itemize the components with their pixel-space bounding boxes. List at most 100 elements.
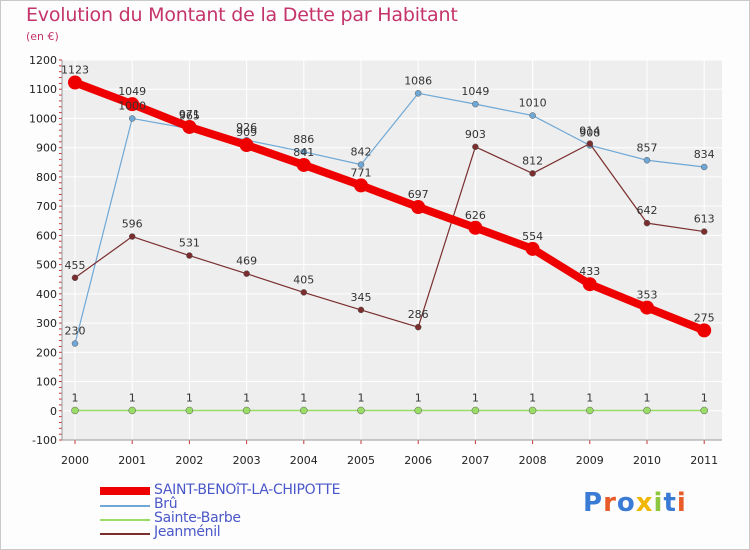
data-label: 771 [351, 166, 372, 179]
data-label: 1 [129, 391, 136, 404]
logo-letter: i [653, 488, 664, 518]
data-point [296, 157, 311, 172]
logo-letter: r [603, 488, 617, 518]
data-point [71, 406, 79, 415]
data-point [468, 220, 483, 235]
y-tick-label: 700 [36, 200, 57, 213]
data-point [697, 323, 712, 338]
data-label: 230 [65, 325, 86, 338]
x-tick-label: 2011 [690, 454, 718, 467]
data-label: 1 [358, 391, 365, 404]
data-point [643, 406, 651, 415]
y-tick-label: 300 [36, 317, 57, 330]
y-tick-label: 500 [36, 259, 57, 272]
data-label: 842 [351, 146, 372, 159]
x-tick-label: 2008 [519, 454, 547, 467]
data-point [186, 252, 193, 259]
data-label: 1049 [118, 85, 146, 98]
x-tick-label: 2006 [404, 454, 432, 467]
data-label: 1086 [404, 74, 432, 87]
series-line-0 [71, 78, 709, 335]
data-point [239, 138, 254, 153]
data-label: 596 [122, 218, 143, 231]
x-tick-label: 2002 [175, 454, 203, 467]
x-tick-label: 2001 [118, 454, 146, 467]
data-point [700, 228, 708, 235]
data-point [414, 323, 422, 331]
data-label: 903 [465, 128, 486, 141]
data-label: 1 [472, 391, 479, 404]
data-label: 613 [694, 213, 715, 226]
data-point [414, 90, 422, 97]
data-label: 886 [293, 133, 314, 146]
data-label: 914 [579, 125, 600, 138]
y-tick-label: 800 [36, 171, 57, 184]
data-point [71, 274, 79, 282]
data-point [128, 406, 136, 415]
data-label: 965 [179, 110, 200, 123]
x-tick-label: 2009 [576, 454, 604, 467]
data-point [182, 119, 197, 134]
data-point [68, 75, 82, 90]
y-tick-label: 200 [36, 346, 57, 359]
data-point [354, 178, 368, 193]
data-point [700, 163, 708, 171]
y-tick-label: 100 [36, 376, 57, 389]
data-label: 971 [179, 108, 200, 121]
data-label: 405 [293, 273, 314, 286]
y-tick-label: 0 [50, 405, 57, 418]
y-tick-label: 600 [36, 229, 57, 242]
y-tick-label: 1000 [29, 112, 57, 125]
logo-letter: P [583, 488, 604, 518]
data-label: 1 [644, 391, 651, 404]
data-point [185, 406, 194, 415]
series-line-3 [74, 143, 705, 328]
legend-label: SAINT-BENOîT-LA-CHIPOTTE [154, 482, 341, 498]
data-label: 926 [236, 121, 257, 134]
data-point [414, 406, 422, 415]
data-point [640, 300, 654, 315]
legend-swatch [100, 505, 150, 507]
data-point [242, 406, 251, 415]
data-point [529, 112, 536, 119]
data-point [528, 406, 537, 415]
data-point [128, 233, 136, 240]
data-label: 812 [522, 154, 543, 167]
data-label: 1 [243, 391, 250, 404]
data-point [300, 406, 308, 415]
data-label: 469 [236, 255, 257, 268]
data-point [586, 406, 594, 415]
data-label: 275 [694, 311, 715, 324]
logo-letter: i [676, 488, 687, 518]
chart-title: Evolution du Montant de la Dette par Hab… [26, 4, 458, 26]
data-point [357, 406, 365, 415]
line-chart: -100010020030040050060070080090010001100… [29, 54, 722, 467]
legend-label: Jeanménil [154, 524, 221, 540]
data-label: 857 [637, 141, 658, 154]
x-tick-label: 2007 [461, 454, 489, 467]
data-label: 1049 [461, 85, 489, 98]
data-label: 1 [72, 391, 79, 404]
data-point [128, 115, 136, 122]
x-tick-label: 2003 [233, 454, 261, 467]
data-label: 1123 [61, 64, 89, 77]
data-label: 697 [408, 188, 429, 201]
data-point [472, 100, 479, 108]
data-label: 455 [65, 259, 86, 272]
data-point [586, 140, 594, 147]
data-label: 834 [694, 148, 715, 161]
logo-letter: t [663, 488, 677, 518]
data-label: 1 [701, 391, 708, 404]
y-tick-label: 1200 [29, 54, 57, 67]
data-point [411, 200, 426, 215]
data-label: 841 [293, 146, 314, 159]
data-label: 908 [579, 126, 600, 139]
legend-swatch [100, 487, 150, 495]
data-point [529, 170, 536, 177]
data-label: 554 [522, 230, 543, 243]
x-tick-label: 2000 [61, 454, 89, 467]
data-label: 626 [465, 209, 486, 222]
data-point [525, 241, 540, 256]
data-label: 1 [415, 391, 422, 404]
logo-letter: x [635, 488, 654, 518]
